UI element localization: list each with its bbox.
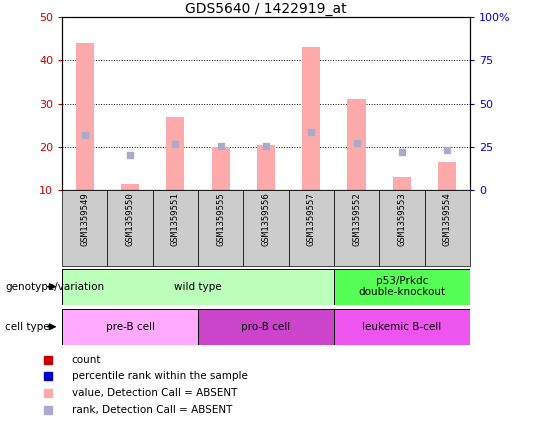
- Bar: [198, 309, 334, 345]
- Bar: [288, 190, 334, 266]
- Text: GSM1359557: GSM1359557: [307, 192, 316, 246]
- Text: GSM1359552: GSM1359552: [352, 192, 361, 246]
- Title: GDS5640 / 1422919_at: GDS5640 / 1422919_at: [185, 2, 347, 16]
- Bar: [198, 190, 244, 266]
- Text: GSM1359555: GSM1359555: [216, 192, 225, 246]
- Text: GSM1359554: GSM1359554: [443, 192, 451, 246]
- Bar: [438, 162, 456, 190]
- Bar: [107, 190, 153, 266]
- Text: percentile rank within the sample: percentile rank within the sample: [72, 371, 247, 382]
- Text: GSM1359549: GSM1359549: [80, 192, 89, 246]
- Bar: [334, 269, 470, 305]
- Bar: [62, 190, 107, 266]
- Text: p53/Prkdc
double-knockout: p53/Prkdc double-knockout: [358, 276, 446, 297]
- Bar: [257, 145, 275, 190]
- Bar: [212, 147, 230, 190]
- Bar: [62, 269, 334, 305]
- Bar: [302, 47, 320, 190]
- Bar: [76, 43, 94, 190]
- Text: GSM1359551: GSM1359551: [171, 192, 180, 246]
- Bar: [393, 177, 411, 190]
- Bar: [62, 309, 198, 345]
- Bar: [121, 184, 139, 190]
- Bar: [153, 190, 198, 266]
- Text: count: count: [72, 354, 101, 365]
- Text: GSM1359553: GSM1359553: [397, 192, 406, 246]
- Text: cell type: cell type: [5, 322, 50, 332]
- Bar: [166, 117, 185, 190]
- Text: genotype/variation: genotype/variation: [5, 282, 105, 291]
- Text: leukemic B-cell: leukemic B-cell: [362, 322, 442, 332]
- Text: rank, Detection Call = ABSENT: rank, Detection Call = ABSENT: [72, 405, 232, 415]
- Bar: [348, 99, 366, 190]
- Bar: [334, 190, 379, 266]
- Text: GSM1359550: GSM1359550: [126, 192, 134, 246]
- Bar: [379, 190, 424, 266]
- Text: value, Detection Call = ABSENT: value, Detection Call = ABSENT: [72, 388, 237, 398]
- Bar: [244, 190, 288, 266]
- Text: wild type: wild type: [174, 282, 222, 291]
- Bar: [334, 309, 470, 345]
- Text: pro-B cell: pro-B cell: [241, 322, 291, 332]
- Text: pre-B cell: pre-B cell: [105, 322, 154, 332]
- Bar: [424, 190, 470, 266]
- Text: GSM1359556: GSM1359556: [261, 192, 271, 246]
